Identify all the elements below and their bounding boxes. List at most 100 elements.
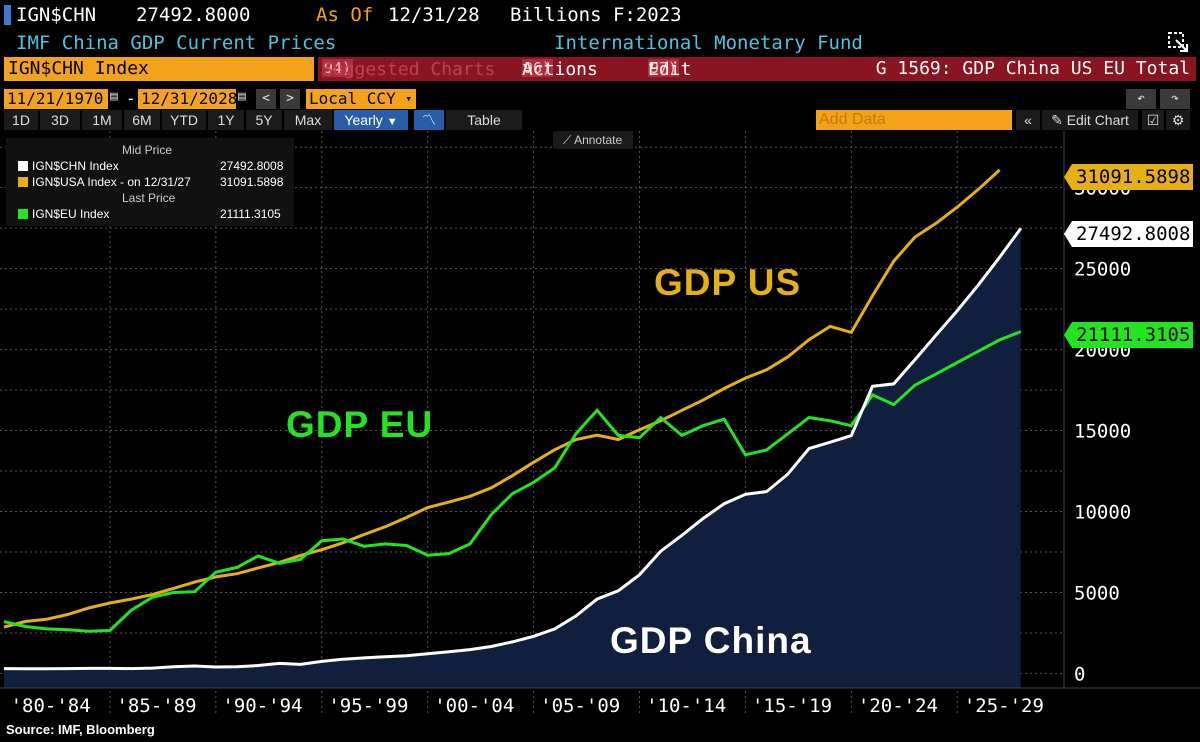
gdp-chart: 050001000015000200002500030000 '80-'84'8… [0, 131, 1200, 717]
y-tick-label: 25000 [1074, 259, 1131, 281]
chart-legend: Mid Price IGN$CHN Index 27492.8008 IGN$U… [6, 138, 294, 226]
x-tick-label: '05-'09 [540, 695, 620, 717]
actions-key: 96) [522, 59, 554, 77]
chevron-down-icon: ▾ [405, 92, 412, 105]
table-button[interactable]: Table [446, 110, 522, 130]
y-axis: 050001000015000200002500030000 [1074, 178, 1131, 686]
period-1d[interactable]: 1D [4, 110, 38, 130]
actions-label: Actions [522, 59, 598, 80]
date-separator: - [126, 89, 136, 108]
y-tick-label: 0 [1074, 663, 1085, 685]
redo-icon[interactable]: ↷ [1160, 89, 1190, 109]
chevron-down-icon: ▾ [648, 59, 655, 72]
china-color-swatch [18, 161, 28, 171]
us-series-line [3, 168, 1001, 629]
source-organization: International Monetary Fund [554, 32, 863, 54]
y-tick-label: 10000 [1074, 502, 1131, 524]
period-6m[interactable]: 6M [124, 110, 160, 130]
security-input[interactable]: IGN$CHN Index [4, 57, 314, 81]
x-tick-label: '15-'19 [752, 695, 832, 717]
ticker-header: IGN$CHN 27492.8000 As Of 12/31/28 Billio… [0, 0, 1200, 30]
frequency-value: Yearly [344, 112, 383, 128]
legend-entry-us[interactable]: IGN$USA Index - on 12/31/27 [18, 175, 191, 189]
calendar-icon[interactable]: ▤ [110, 89, 118, 104]
line-chart-icon[interactable]: 〽 [414, 110, 444, 130]
x-axis: '80-'84 '85-'89 '90-'94 '95-'99 '00-'04 '05-'… [11, 695, 1044, 717]
suggested-label: Suggested Charts [322, 59, 496, 80]
x-tick-label: '95-'99 [328, 695, 408, 717]
edit-label: Edit [648, 59, 692, 80]
annotation-gdp-eu: GDP EU [286, 404, 434, 445]
eu-series-line [3, 330, 1022, 633]
x-tick-label: '25-'29 [964, 695, 1044, 717]
annotation-gdp-us: GDP US [654, 262, 802, 303]
frequency-select[interactable]: Yearly ▼ [334, 110, 408, 130]
chevron-down-icon: ▼ [386, 116, 398, 128]
legend-china-name: IGN$CHN Index [32, 159, 119, 173]
suggested-key: 94) [322, 59, 354, 77]
x-tick-label: '00-'04 [434, 695, 514, 717]
end-date-input[interactable]: 12/31/2028 [138, 89, 237, 109]
y-tick-label: 5000 [1074, 582, 1120, 604]
ticker-value: 27492.8000 [136, 4, 251, 26]
edit-chart-button[interactable]: ✎ Edit Chart [1042, 110, 1138, 130]
edit-key: 97) [648, 59, 680, 77]
pencil-icon: ⟋ [563, 133, 572, 147]
next-period-button[interactable]: > [280, 89, 300, 109]
edit-chart-label: Edit Chart [1066, 112, 1129, 128]
x-tick-label: '85-'89 [116, 695, 196, 717]
period-max[interactable]: Max [284, 110, 332, 130]
mid-price-header: Mid Price [122, 143, 173, 157]
period-3d[interactable]: 3D [40, 110, 80, 130]
pencil-icon: ✎ [1051, 112, 1063, 128]
period-ytd[interactable]: YTD [162, 110, 206, 130]
add-data-input[interactable]: Add Data [816, 110, 1012, 130]
calendar-icon[interactable]: ▤ [238, 89, 246, 104]
china-series-line [3, 227, 1023, 671]
security-description: IMF China GDP Current Prices [16, 32, 337, 54]
period-1m[interactable]: 1M [82, 110, 122, 130]
legend-eu-value: 21111.3105 [220, 207, 281, 221]
legend-eu-name: IGN$EU Index [32, 207, 110, 221]
y-tick-label: 15000 [1074, 421, 1131, 443]
x-tick-label: '80-'84 [11, 695, 91, 717]
currency-select[interactable]: Local CCY ▾ [306, 89, 416, 109]
x-tick-label: '10-'14 [646, 695, 726, 717]
annotate-button[interactable]: ⟋ Annotate [553, 131, 633, 149]
china-area-fill [4, 228, 1021, 689]
legend-entry-eu[interactable]: IGN$EU Index [18, 207, 109, 221]
legend-us-name: IGN$USA Index - on 12/31/27 [32, 175, 191, 189]
start-date-input[interactable]: 11/21/1970 [4, 89, 108, 109]
undo-icon[interactable]: ↶ [1126, 89, 1156, 109]
menu-bar: 94) Suggested Charts 96) Actions ▾ 97) E… [318, 57, 1196, 81]
previous-period-button[interactable]: < [256, 89, 276, 109]
chart-title: G 1569: GDP China US EU Total [875, 58, 1190, 79]
as-of-label: As Of [316, 4, 374, 26]
units-label: Billions F:2023 [510, 4, 682, 26]
period-5y[interactable]: 5Y [246, 110, 282, 130]
chevron-down-icon: ▾ [522, 59, 529, 72]
legend-entry-china[interactable]: IGN$CHN Index [18, 159, 119, 173]
gear-icon[interactable]: ⚙ [1166, 110, 1190, 130]
annotate-label: Annotate [574, 133, 623, 147]
x-tick-label: '20-'24 [858, 695, 938, 717]
ticker-marker [4, 5, 11, 25]
as-of-date: 12/31/28 [388, 4, 480, 26]
last-price-header: Last Price [122, 191, 176, 205]
china-last-value-label: 27492.8008 [1064, 221, 1194, 247]
edit-icon[interactable]: ☑ [1142, 110, 1164, 130]
x-tick-label: '90-'94 [222, 695, 302, 717]
currency-value: Local CCY [309, 89, 396, 108]
annotation-gdp-china: GDP China [610, 620, 812, 661]
ticker-symbol: IGN$CHN [16, 4, 97, 26]
pop-out-icon[interactable] [1168, 32, 1190, 54]
date-range-row: 11/21/1970 ▤ - 12/31/2028 ▤ < > Local CC… [0, 87, 1200, 109]
legend-us-value: 31091.5898 [220, 175, 284, 189]
action-bar: IGN$CHN Index 94) Suggested Charts 96) A… [0, 57, 1200, 81]
collapse-icon[interactable]: « [1016, 110, 1040, 130]
description-row: IMF China GDP Current Prices Internation… [0, 30, 1200, 56]
eu-last-value-label: 21111.3105 [1064, 322, 1194, 348]
us-last-value-label: 31091.5898 [1064, 164, 1194, 190]
period-1y[interactable]: 1Y [208, 110, 244, 130]
period-toolbar: 1D 3D 1M 6M YTD 1Y 5Y Max Yearly ▼ 〽 Tab… [0, 109, 1200, 131]
